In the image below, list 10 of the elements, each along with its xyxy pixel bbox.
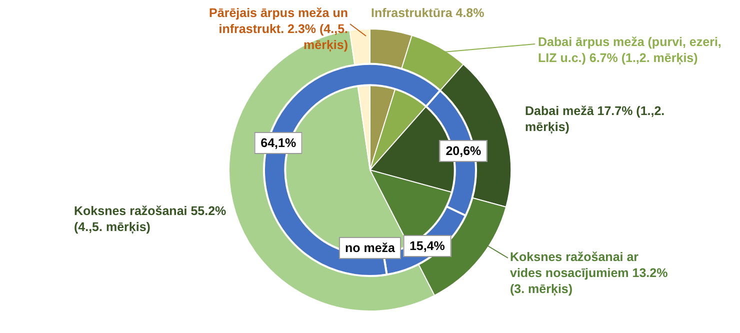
data-label: 15,4% — [403, 235, 451, 258]
slice-label: Infrastruktūra 4.8% — [371, 5, 486, 21]
text: no meža — [338, 237, 402, 259]
slice-label: Dabai ārpus meža (purvi, ezeri, LIZ u.c.) 6.7% (1.,2. mērķis) — [538, 34, 722, 66]
slice-label: Koksnes ražošanai 55.2% (4.,5. mērķis) — [74, 203, 228, 235]
slice-label: Pārējais ārpus meža un infrastrukt. 2.3% (4.,5. mērķis) — [208, 5, 348, 53]
slice-label: Dabai mežā 17.7% (1.,2. mērķis) — [525, 103, 666, 135]
data-label: 20,6% — [440, 140, 488, 162]
slice-label: Koksnes ražošanai ar vides nosacījumiem 13.2% (3. mērķis) — [510, 249, 669, 297]
data-label: 64,1% — [254, 132, 302, 154]
